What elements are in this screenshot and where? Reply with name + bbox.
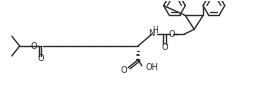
Text: N: N xyxy=(148,29,155,38)
Text: O: O xyxy=(168,30,175,39)
Text: O: O xyxy=(30,42,37,51)
Text: O: O xyxy=(37,54,44,63)
Text: OH: OH xyxy=(146,63,159,72)
Text: O: O xyxy=(121,66,128,75)
Text: O: O xyxy=(161,43,168,52)
Text: H: H xyxy=(152,26,158,35)
